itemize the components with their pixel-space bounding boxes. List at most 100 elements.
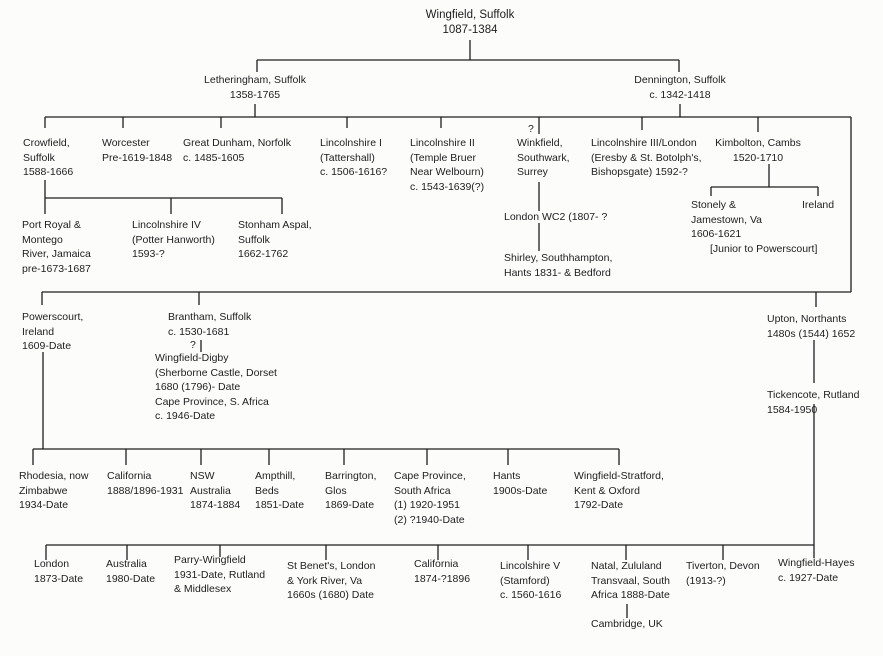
node-st-benets: St Benet's, London & York River, Va 1660s … bbox=[287, 559, 375, 603]
node-text-line: Winkfield, bbox=[517, 137, 563, 149]
node-text-line: Tickencote, Rutland bbox=[767, 389, 860, 401]
node-cambridge: Cambridge, UK bbox=[591, 617, 663, 632]
node-text-line: Zimbabwe bbox=[19, 484, 68, 497]
node-text-line: 1934-Date bbox=[19, 499, 69, 511]
node-lincolnshire-3: Lincolnshire III/London (Eresby & St. Bot… bbox=[591, 136, 702, 180]
node-barrington: Barrington, Glos 1869-Date bbox=[325, 469, 376, 513]
node-london-wc2: London WC2 (1807- ? bbox=[504, 210, 607, 225]
node-text-line: 1851-Date bbox=[255, 499, 305, 511]
node-text-line: Montego bbox=[22, 233, 63, 246]
node-wingfield-hayes: Wingfield-Hayes c. 1927-Date bbox=[778, 556, 854, 585]
node-text-line: Cape Province, S. Africa bbox=[155, 395, 269, 408]
node-text-line: ? bbox=[528, 123, 534, 135]
node-text-line: 1584-1950 bbox=[767, 403, 818, 416]
node-text-line: Lincolnshire III/London bbox=[591, 137, 697, 149]
node-text-line: Stonely & bbox=[691, 199, 736, 211]
node-text-line: Africa 1888-Date bbox=[591, 589, 670, 601]
node-text-line: 1520-1710 bbox=[732, 151, 784, 164]
node-text-line: Wingfield-Digby bbox=[155, 352, 229, 364]
node-text-line: c. 1946-Date bbox=[155, 410, 216, 422]
node-text-line: & York River, Va bbox=[287, 574, 363, 587]
node-text-line: Hants bbox=[493, 470, 521, 482]
node-hants: Hants 1900s-Date bbox=[493, 469, 547, 498]
node-text-line: 1874-1884 bbox=[190, 499, 241, 511]
node-text-line: Ampthill, bbox=[255, 470, 296, 482]
node-text-line: Great Dunham, Norfolk bbox=[183, 137, 291, 149]
node-text-line: Suffolk bbox=[238, 233, 270, 246]
node-text-line: Bishopsgate) 1592-? bbox=[591, 166, 688, 178]
node-lincolnshire-1: Lincolnshire I (Tattershall) c. 1506-1616? bbox=[320, 136, 387, 180]
node-text-line: (Tattershall) bbox=[320, 151, 375, 164]
node-text-line: River, Jamaica bbox=[22, 248, 91, 260]
node-dennington: Dennington, Suffolk c. 1342-1418 bbox=[634, 73, 725, 102]
node-kimbolton: Kimbolton, Cambs 1520-1710 bbox=[715, 136, 801, 165]
node-london: London 1873-Date bbox=[34, 557, 83, 586]
node-text-line: Beds bbox=[255, 484, 279, 497]
node-text-line: Worcester bbox=[102, 137, 150, 149]
node-ampthill: Ampthill, Beds 1851-Date bbox=[255, 469, 304, 513]
node-text-line: South Africa bbox=[394, 484, 451, 497]
node-tickencote: Tickencote, Rutland 1584-1950 bbox=[767, 388, 859, 417]
node-natal: Natal, Zululand Transvaal, South Africa 18… bbox=[591, 559, 670, 603]
node-text-line: 1792-Date bbox=[574, 499, 624, 511]
node-text-line: California bbox=[414, 558, 459, 570]
node-text-line: (1) 1920-1951 bbox=[394, 499, 460, 511]
node-text-line: c. 1485-1605 bbox=[183, 151, 245, 164]
node-brantham: Brantham, Suffolk c. 1530-1681 bbox=[168, 310, 251, 339]
node-text-line: 1593-? bbox=[132, 248, 165, 260]
node-text-line: Wingfield, Suffolk bbox=[425, 9, 515, 21]
node-text-line: Shirley, Southhampton, bbox=[504, 252, 613, 264]
node-text-line: St Benet's, London bbox=[287, 560, 376, 572]
node-stonely: Stonely & Jamestown, Va 1606-1621 bbox=[691, 198, 762, 242]
node-text-line: Crowfield, bbox=[23, 137, 70, 149]
node-crowfield: Crowfield, Suffolk 1588-1666 bbox=[23, 136, 73, 180]
node-text-line: c. 1506-1616? bbox=[320, 166, 388, 178]
node-text-line: London bbox=[34, 558, 70, 570]
node-text-line: Kimbolton, Cambs bbox=[715, 137, 801, 149]
node-winkfield-query: ? bbox=[528, 122, 534, 137]
node-text-line: c. 1530-1681 bbox=[168, 325, 230, 338]
node-text-line: Australia bbox=[106, 558, 147, 570]
node-text-line: London WC2 (1807- ? bbox=[504, 211, 608, 223]
node-text-line: 1873-Date bbox=[34, 572, 84, 585]
node-text-line: (Stamford) bbox=[500, 574, 550, 587]
node-california-2: California 1874-?1896 bbox=[414, 557, 470, 586]
node-california-1: California 1888/1896-1931 bbox=[107, 469, 184, 498]
node-text-line: Tiverton, Devon bbox=[686, 560, 760, 572]
node-great-dunham: Great Dunham, Norfolk c. 1485-1605 bbox=[183, 136, 291, 165]
node-text-line: Glos bbox=[325, 484, 347, 497]
node-lincolnshire-5: Lincolshire V (Stamford) c. 1560-1616 bbox=[500, 559, 561, 603]
node-text-line: 1680 (1796)- Date bbox=[155, 381, 241, 393]
node-text-line: Hants 1831- & Bedford bbox=[504, 266, 611, 279]
node-text-line: (Sherborne Castle, Dorset bbox=[155, 366, 277, 379]
node-tiverton: Tiverton, Devon (1913-?) bbox=[686, 559, 760, 588]
node-powerscourt: Powerscourt, Ireland 1609-Date bbox=[22, 310, 83, 354]
node-text-line: 1888/1896-1931 bbox=[107, 484, 184, 497]
node-text-line: 1588-1666 bbox=[23, 166, 74, 178]
node-text-line: [Junior to Powerscourt] bbox=[710, 243, 818, 255]
node-text-line: Lincolshire V bbox=[500, 560, 561, 572]
node-shirley: Shirley, Southhampton, Hants 1831- & Bedf… bbox=[504, 251, 612, 280]
node-upton: Upton, Northants 1480s (1544) 1652 bbox=[767, 312, 855, 341]
node-lincolnshire-4: Lincolnshire IV (Potter Hanworth) 1593-? bbox=[132, 218, 215, 262]
node-text-line: 1358-1765 bbox=[229, 88, 281, 101]
node-cape-province: Cape Province, South Africa (1) 1920-1951 (… bbox=[394, 469, 466, 527]
node-text-line: California bbox=[107, 470, 152, 482]
node-rhodesia: Rhodesia, now Zimbabwe 1934-Date bbox=[19, 469, 88, 513]
node-text-line: c. 1927-Date bbox=[778, 571, 839, 584]
node-lincolnshire-2: Lincolnshire II (Temple Bruer Near Welbour… bbox=[410, 136, 484, 194]
node-text-line: Port Royal & bbox=[22, 219, 81, 231]
node-text-line: Surrey bbox=[517, 166, 548, 178]
node-text-line: Rhodesia, now bbox=[19, 470, 89, 482]
node-text-line: Southwark, bbox=[517, 151, 570, 164]
node-text-line: Ireland bbox=[22, 325, 55, 338]
node-text-line: NSW bbox=[190, 470, 215, 482]
node-brantham-query: ? bbox=[190, 338, 196, 353]
node-text-line: & Middlesex bbox=[174, 583, 232, 595]
node-text-line: c. 1342-1418 bbox=[649, 88, 711, 101]
node-text-line: 1874-?1896 bbox=[414, 572, 471, 585]
node-text-line: Cambridge, UK bbox=[591, 618, 663, 630]
node-text-line: Ireland bbox=[802, 199, 835, 211]
node-port-royal: Port Royal & Montego River, Jamaica pre-167… bbox=[22, 218, 91, 276]
